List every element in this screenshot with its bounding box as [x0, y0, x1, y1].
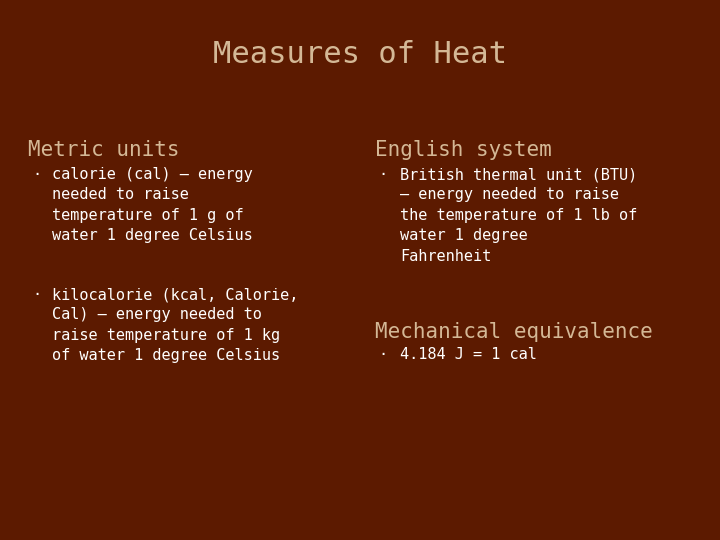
Text: ·: · — [378, 167, 387, 182]
Text: ·: · — [32, 167, 41, 182]
Text: kilocalorie (kcal, Calorie,
Cal) – energy needed to
raise temperature of 1 kg
of: kilocalorie (kcal, Calorie, Cal) – energ… — [52, 287, 298, 363]
Text: Measures of Heat: Measures of Heat — [213, 40, 507, 69]
Text: Mechanical equivalence: Mechanical equivalence — [375, 322, 653, 342]
Text: Metric units: Metric units — [28, 140, 179, 160]
Text: British thermal unit (BTU)
– energy needed to raise
the temperature of 1 lb of
w: British thermal unit (BTU) – energy need… — [400, 167, 637, 264]
Text: ·: · — [378, 347, 387, 362]
Text: ·: · — [32, 287, 41, 302]
Text: English system: English system — [375, 140, 552, 160]
Text: 4.184 J = 1 cal: 4.184 J = 1 cal — [400, 347, 537, 362]
Text: calorie (cal) – energy
needed to raise
temperature of 1 g of
water 1 degree Cels: calorie (cal) – energy needed to raise t… — [52, 167, 253, 243]
